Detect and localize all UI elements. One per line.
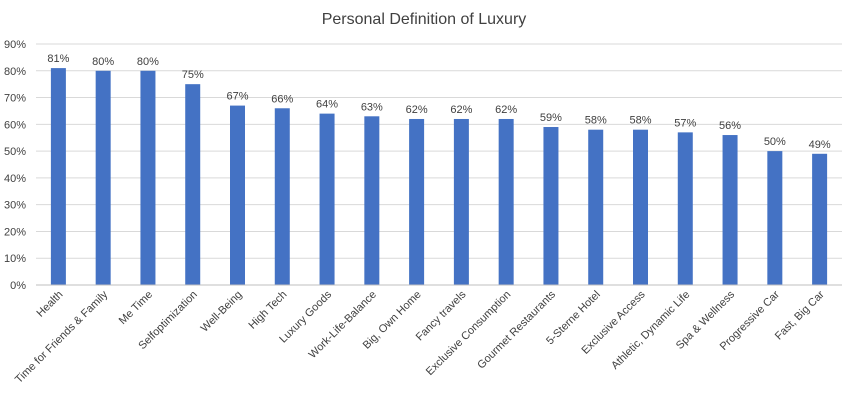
bar xyxy=(319,113,335,285)
y-tick-label: 30% xyxy=(4,200,26,212)
y-tick-label: 0% xyxy=(10,280,26,292)
data-label: 59% xyxy=(540,112,562,124)
bar xyxy=(812,153,828,285)
data-label: 62% xyxy=(450,104,472,116)
bar xyxy=(95,70,111,286)
bar xyxy=(722,135,738,285)
bar xyxy=(364,116,380,285)
x-tick-label: Athletic, Dynamic Life xyxy=(609,289,692,372)
x-tick-label: Well-Being xyxy=(199,289,245,335)
data-label: 58% xyxy=(629,115,651,127)
y-tick-label: 40% xyxy=(4,173,26,185)
bar xyxy=(677,132,693,285)
data-label: 80% xyxy=(137,56,159,68)
gridlines xyxy=(36,43,842,259)
data-label: 66% xyxy=(271,93,293,105)
bar xyxy=(543,127,559,285)
x-tick-label: High Tech xyxy=(246,289,289,332)
x-tick-label: Health xyxy=(35,289,66,320)
bar xyxy=(633,129,648,285)
bar xyxy=(498,118,514,285)
data-label: 50% xyxy=(764,136,786,148)
data-label: 63% xyxy=(361,101,383,113)
data-label: 62% xyxy=(495,104,517,116)
data-label: 80% xyxy=(92,56,114,68)
y-tick-label: 60% xyxy=(4,119,26,131)
x-tick-label: Me Time xyxy=(117,289,155,327)
data-label: 75% xyxy=(182,69,204,81)
bar xyxy=(588,129,604,285)
data-label: 64% xyxy=(316,99,338,111)
y-tick-label: 90% xyxy=(4,39,26,51)
x-tick-label: Gourmet Restaurants xyxy=(475,288,558,371)
y-axis-tick-labels: 0% 10% 20% 30% 40% 50% 60% 70% 80% 90% xyxy=(4,39,26,292)
data-label: 56% xyxy=(719,120,741,132)
x-tick-label: Time for Friends & Family xyxy=(13,288,111,386)
bar xyxy=(767,151,783,285)
bar xyxy=(274,108,290,286)
data-label: 49% xyxy=(809,139,831,151)
data-label: 57% xyxy=(674,117,696,129)
data-label: 67% xyxy=(226,91,248,103)
chart-title: Personal Definition of Luxury xyxy=(322,11,527,28)
bar xyxy=(185,84,201,286)
data-labels: 81% 80% 80% 75% 67% 66% 64% 63% 62% 62% 62% 59% 58% 5… xyxy=(47,53,830,151)
bar xyxy=(453,118,469,285)
data-label: 58% xyxy=(585,115,607,127)
y-tick-label: 20% xyxy=(4,226,26,238)
data-label: 81% xyxy=(47,53,69,65)
y-tick-label: 80% xyxy=(4,66,26,78)
y-tick-label: 70% xyxy=(4,93,26,105)
bars xyxy=(50,68,828,286)
bar xyxy=(50,68,66,285)
bar xyxy=(140,70,156,286)
y-tick-label: 10% xyxy=(4,253,26,265)
data-label: 62% xyxy=(406,104,428,116)
bar xyxy=(230,105,245,285)
x-tick-label: Exclusive Consumption xyxy=(424,289,513,378)
y-tick-label: 50% xyxy=(4,146,26,158)
bar xyxy=(409,118,425,285)
